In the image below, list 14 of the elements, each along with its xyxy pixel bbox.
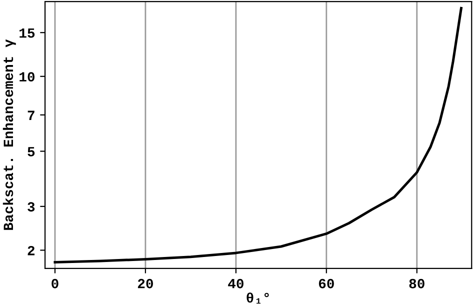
y-tick-label: 5 [28,147,35,156]
x-axis-title: θ₁° [246,292,269,304]
x-tick-label: 40 [228,278,244,288]
x-tick-label: 60 [318,278,334,288]
y-tick-label: 3 [28,202,35,212]
line-series [54,6,462,264]
y-tick-label: 10 [20,72,35,82]
x-tick-label: 20 [138,278,153,288]
x-tick-label: 80 [409,278,424,288]
y-tick-label: 15 [20,28,35,38]
y-tick-label: 2 [28,246,34,256]
y-tick-label: 7 [28,110,34,120]
y-axis-title: Backscat. Enhancement γ [2,39,16,230]
x-tick-label: 0 [52,278,58,288]
